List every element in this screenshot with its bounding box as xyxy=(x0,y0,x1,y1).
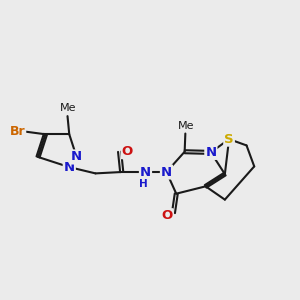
Text: Me: Me xyxy=(178,121,195,131)
Text: N: N xyxy=(71,151,82,164)
Text: Me: Me xyxy=(60,103,76,113)
Text: N: N xyxy=(64,160,75,174)
Text: O: O xyxy=(122,145,133,158)
Text: O: O xyxy=(161,209,173,222)
Text: Br: Br xyxy=(10,125,25,138)
Text: H: H xyxy=(140,179,148,189)
Text: S: S xyxy=(224,133,234,146)
Text: N: N xyxy=(161,166,172,178)
Text: N: N xyxy=(205,146,216,159)
Text: N: N xyxy=(140,166,151,178)
